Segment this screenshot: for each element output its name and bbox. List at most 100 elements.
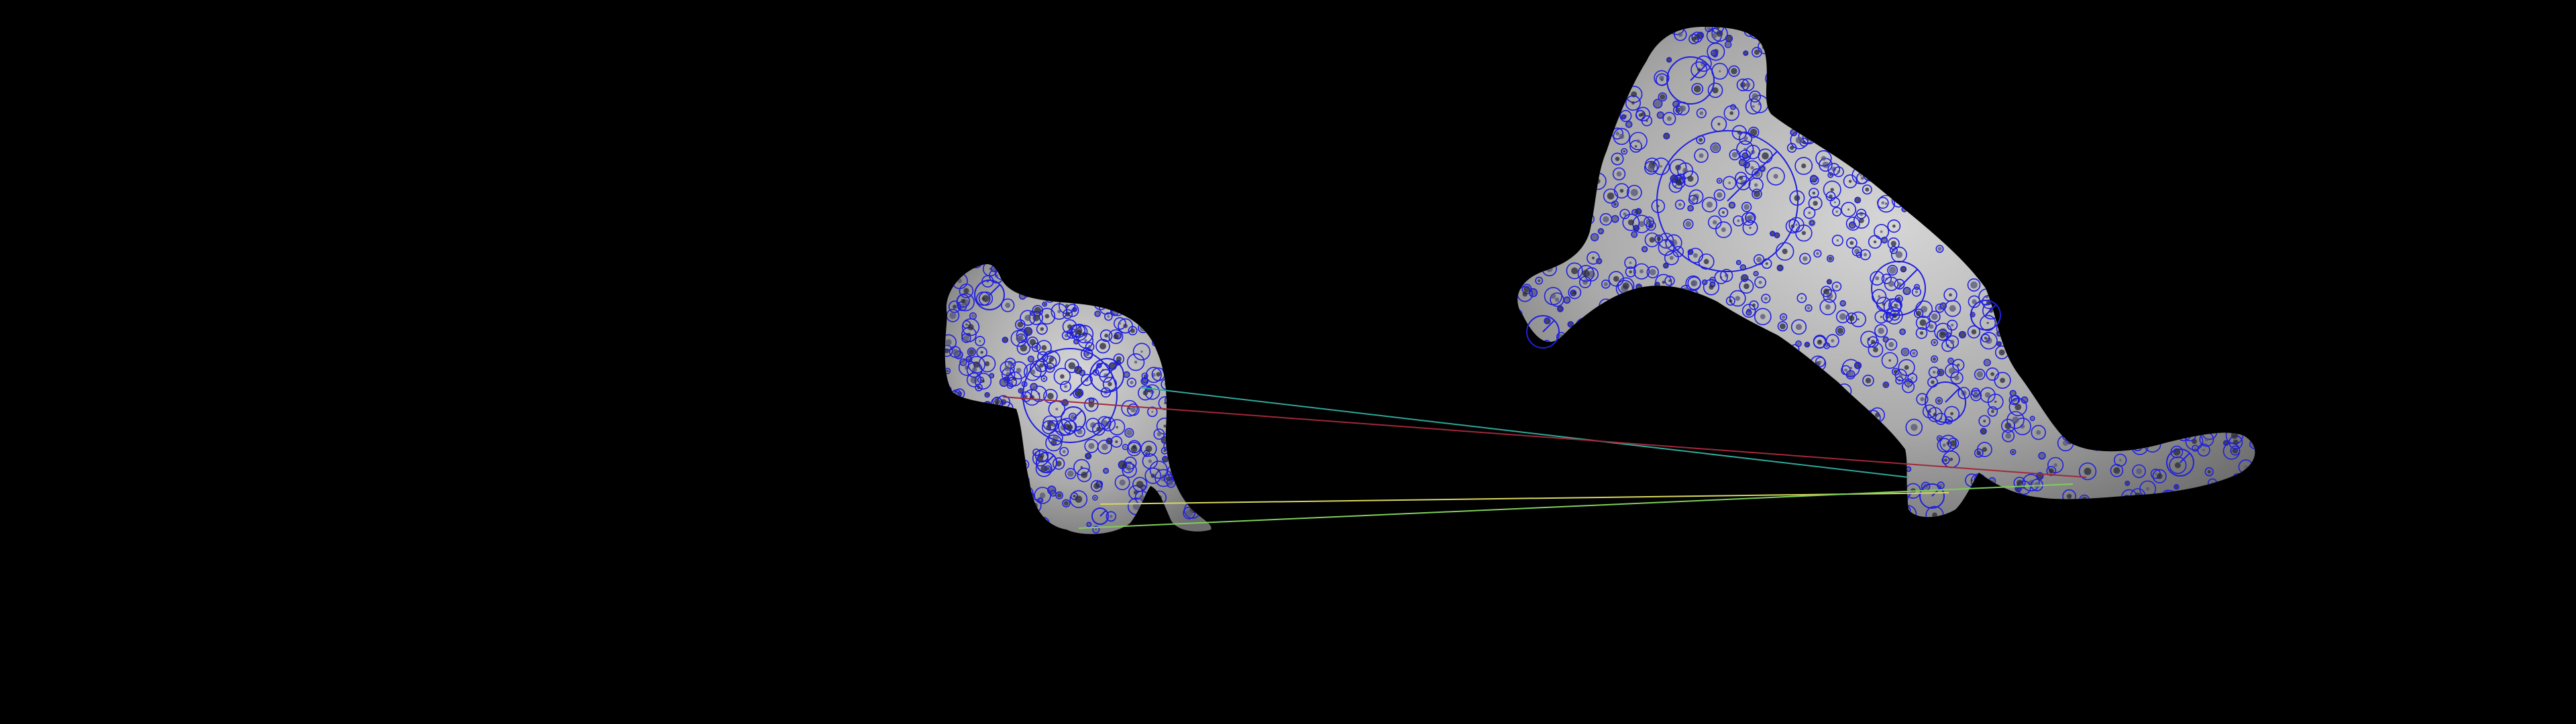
keypoint (1731, 422, 1744, 434)
surface-speck (1946, 441, 1950, 445)
surface-speck (1947, 180, 1955, 188)
surface-speck (2173, 62, 2177, 66)
keypoint (1646, 265, 1659, 279)
surface-speck (2234, 97, 2237, 101)
surface-speck (1544, 107, 1550, 113)
surface-speck (1164, 402, 1167, 404)
keypoint (1890, 35, 1909, 52)
keypoint (1622, 213, 1640, 231)
keypoint (2174, 294, 2193, 313)
keypoint (954, 504, 963, 514)
surface-speck (1044, 314, 1050, 319)
keypoint (1868, 462, 1886, 480)
surface-speck (1042, 522, 1044, 525)
surface-speck (1562, 428, 1567, 433)
keypoint (1758, 499, 1776, 518)
keypoint (1902, 154, 1919, 171)
surface-speck (957, 278, 962, 284)
keypoint (2200, 274, 2210, 285)
surface-speck (2086, 329, 2092, 335)
keypoint (1603, 109, 1611, 117)
surface-speck (1988, 193, 1992, 198)
keypoint (1889, 245, 1898, 254)
keypoint (945, 268, 956, 287)
keypoint (1967, 278, 1981, 292)
keypoint (1721, 490, 1735, 505)
keypoint (1725, 34, 1733, 43)
surface-speck (1857, 28, 1862, 34)
surface-speck (1560, 499, 1568, 507)
surface-speck (1526, 516, 1532, 518)
surface-speck (1980, 46, 1987, 52)
keypoint (2058, 86, 2067, 96)
keypoint (1831, 422, 1841, 432)
surface-speck (981, 464, 985, 468)
keypoint (2129, 325, 2135, 331)
keypoint (1633, 225, 1640, 232)
keypoint (2037, 243, 2054, 259)
keypoint (945, 280, 952, 290)
surface-speck (1674, 27, 1679, 29)
keypoint (945, 346, 946, 356)
keypoint (1020, 310, 1036, 326)
surface-speck (1728, 181, 1731, 184)
surface-speck (1159, 284, 1165, 292)
surface-speck (1042, 377, 1046, 380)
keypoint (2216, 320, 2232, 337)
surface-speck (2137, 127, 2143, 132)
keypoint (2229, 358, 2239, 369)
surface-speck (990, 436, 995, 441)
surface-speck (1563, 296, 1571, 304)
keypoint (1937, 369, 1945, 377)
surface-speck (1765, 433, 1770, 438)
surface-speck (1566, 519, 1571, 524)
surface-speck (1727, 376, 1729, 379)
keypoint (1698, 483, 1716, 500)
surface-speck (1168, 480, 1174, 486)
surface-speck (2046, 355, 2051, 361)
keypoint (1959, 194, 1974, 208)
surface-speck (1619, 188, 1624, 193)
keypoint (1020, 391, 1032, 402)
surface-speck (1143, 378, 1146, 381)
surface-speck (2062, 317, 2070, 324)
surface-speck (1130, 328, 1135, 333)
surface-speck (2241, 322, 2246, 326)
keypoint (1608, 313, 1617, 322)
surface-speck (1833, 201, 1836, 204)
surface-speck (1801, 231, 1806, 235)
keypoint (2137, 153, 2149, 166)
keypoint (2104, 130, 2110, 137)
keypoint (1529, 402, 1538, 412)
keypoint (1976, 442, 1992, 457)
surface-speck (1811, 54, 1817, 60)
surface-speck (1825, 304, 1831, 310)
keypoint (950, 448, 968, 467)
surface-speck (1035, 451, 1038, 454)
surface-speck (2234, 62, 2239, 68)
keypoint (1795, 49, 1802, 56)
large-keypoint (1022, 348, 1118, 443)
surface-speck (1564, 58, 1566, 61)
keypoint (1713, 189, 1726, 201)
keypoint (2095, 345, 2110, 360)
surface-speck (1707, 27, 1711, 31)
keypoint (945, 493, 952, 507)
surface-speck (1773, 79, 1780, 86)
keypoint (1716, 178, 1723, 184)
keypoint (1606, 412, 1617, 424)
keypoint (1075, 388, 1084, 398)
keypoint (1006, 377, 1017, 387)
keypoint (1735, 172, 1748, 184)
keypoint (2039, 95, 2045, 101)
surface-speck (1019, 389, 1023, 393)
keypoint (1559, 369, 1566, 375)
surface-speck (1753, 473, 1759, 479)
surface-speck (1762, 44, 1768, 50)
keypoint (2053, 512, 2059, 518)
surface-speck (2053, 463, 2057, 467)
surface-speck (2181, 377, 2184, 379)
keypoint (1980, 428, 1987, 435)
keypoint (2078, 462, 2097, 481)
keypoint (2135, 350, 2142, 357)
